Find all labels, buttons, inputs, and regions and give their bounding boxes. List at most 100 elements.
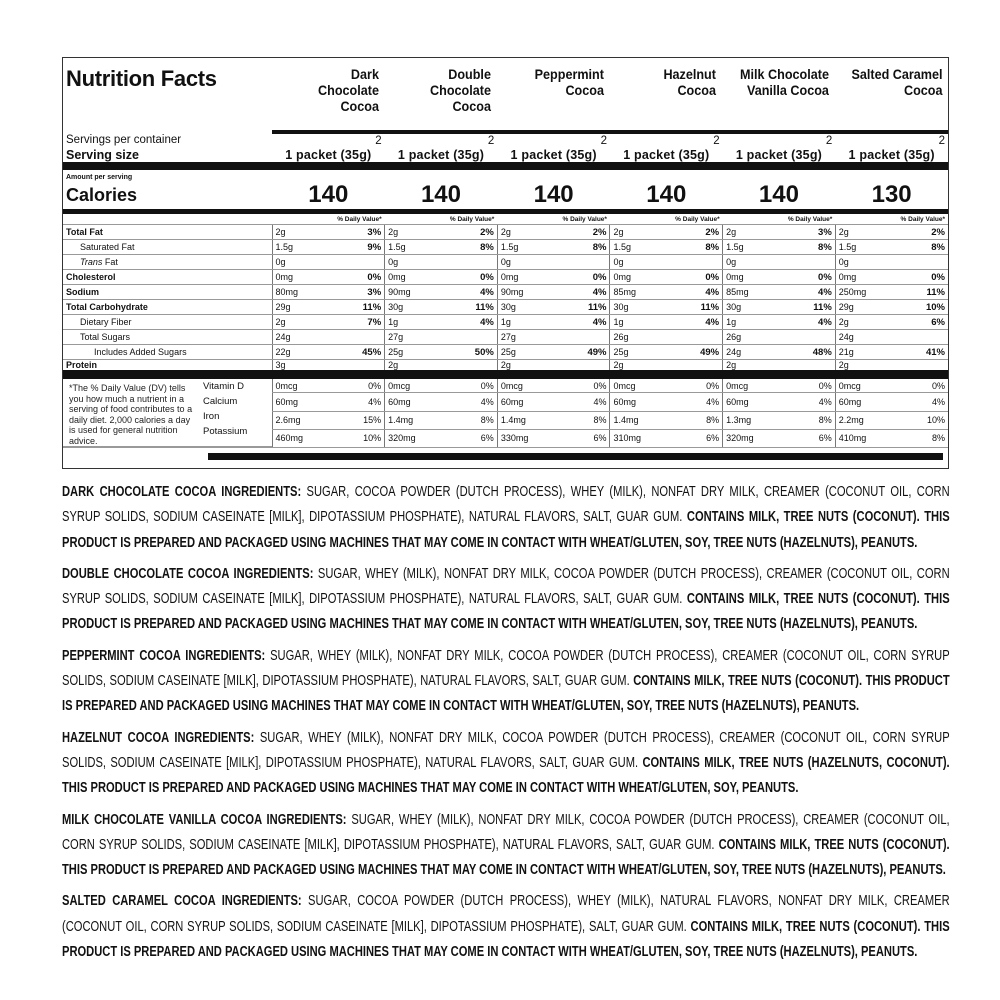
daily-value-percent: 11% xyxy=(328,299,385,315)
nutrient-label: Sodium xyxy=(63,284,272,300)
amount-value: 29g xyxy=(271,299,329,315)
amount-value: 25g xyxy=(496,344,554,360)
daily-value-percent: 3% xyxy=(328,284,385,300)
ingredients-heading: Dark Chocolate Cocoa Ingredients: xyxy=(62,484,302,500)
daily-value-percent: 11% xyxy=(440,299,498,315)
daily-value-header: % Daily Value* xyxy=(722,211,836,225)
vitamin-percent: 4% xyxy=(891,392,948,412)
vitamin-amount: 1.3mg xyxy=(722,411,779,430)
ingredients-paragraph: Hazelnut Cocoa Ingredients: Sugar, Whey … xyxy=(62,726,950,802)
vitamin-percent: 4% xyxy=(440,392,498,412)
amount-value: 25g xyxy=(384,344,441,360)
daily-value-percent xyxy=(891,254,948,270)
ingredients-paragraph: Salted Caramel Cocoa Ingredients: Sugar,… xyxy=(62,889,950,965)
amount-value: 85mg xyxy=(722,284,779,300)
nutrient-row: Saturated Fat 1.5g 9% 1.5g 8% 1.5g 8% 1.5g 8% 1.5… xyxy=(63,239,948,255)
daily-value-percent xyxy=(666,329,723,345)
servings-value: 2 xyxy=(375,135,382,147)
daily-value-percent: 4% xyxy=(778,284,836,300)
amount-value: 250mg xyxy=(834,284,892,300)
vitamin-amount: 1.4mg xyxy=(496,411,554,430)
amount-value: 30g xyxy=(722,299,779,315)
ingredients-list: Sugar, Whey (Milk), Nonfat Dry Milk, Coc… xyxy=(62,729,950,771)
vitamin-label: Calcium xyxy=(203,396,238,407)
daily-value-percent: 11% xyxy=(778,299,836,315)
vitamin-percent: 8% xyxy=(440,411,498,430)
vitamin-percent: 0% xyxy=(666,374,723,394)
vitamin-percent: 0% xyxy=(440,374,498,394)
servings-value: 2 xyxy=(825,135,833,147)
daily-value-percent: 45% xyxy=(328,344,385,360)
daily-value-percent xyxy=(778,359,836,379)
nutrient-row: Protein 3g 2g 2g 2g 2g 2g xyxy=(63,359,948,379)
vitamin-amount: 60mg xyxy=(496,392,554,412)
daily-value-percent: 0% xyxy=(891,269,948,285)
daily-value-percent xyxy=(440,359,498,379)
calories-value: 140 xyxy=(272,181,385,214)
daily-value-percent: 4% xyxy=(778,314,836,330)
vitamin-percent: 0% xyxy=(553,374,610,394)
vitamin-percent: 6% xyxy=(440,429,498,449)
daily-value-percent: 8% xyxy=(666,239,723,255)
daily-value-percent xyxy=(328,254,385,270)
vitamin-amount: 1.4mg xyxy=(384,411,441,430)
vitamin-label: Vitamin D xyxy=(203,381,245,392)
daily-value-header: % Daily Value* xyxy=(272,211,385,225)
nutrient-row: Total Fat 2g 3% 2g 2% 2g 2% 2g 2% 2g 3% 2g 2% xyxy=(63,224,948,240)
daily-value-percent: 3% xyxy=(778,224,836,240)
daily-value-percent: 41% xyxy=(891,344,948,360)
amount-value: 1.5g xyxy=(496,239,554,255)
daily-value-percent: 8% xyxy=(891,239,948,255)
daily-value-percent xyxy=(891,329,948,345)
amount-value: 0g xyxy=(609,254,667,270)
vitamin-amount: 0mcg xyxy=(384,374,441,394)
nutrient-label-italic: Trans xyxy=(80,257,103,267)
allergen-statement: Contains Milk, Tree Nuts (Hazelnuts, Coc… xyxy=(62,754,950,797)
daily-value-percent: 0% xyxy=(328,269,385,285)
product-column-header: Dark Chocolate Cocoa xyxy=(271,58,385,134)
amount-value: 26g xyxy=(722,329,779,345)
amount-value: 25g xyxy=(609,344,667,360)
vitamin-amount: 60mg xyxy=(271,392,329,412)
amount-value: 0g xyxy=(834,254,892,270)
daily-value-percent: 0% xyxy=(666,269,723,285)
amount-per-serving-label: Amount per serving xyxy=(66,174,133,181)
product-name: Milk Chocolate Vanilla Cocoa xyxy=(740,66,830,98)
nutrition-facts-panel: Nutrition Facts Dark Chocolate Cocoa Doubl… xyxy=(62,57,949,469)
allergen-statement: Contains Milk, Tree Nuts (Coconut). This… xyxy=(62,509,950,551)
nutrient-label: Trans Fat xyxy=(63,254,272,270)
amount-value: 0mg xyxy=(834,269,892,285)
vitamin-row: *The % Daily Value (DV) tells you how mu… xyxy=(63,374,948,448)
amount-value: 1.5g xyxy=(834,239,892,255)
vitamin-percent: 8% xyxy=(553,411,610,430)
vitamin-percent: 6% xyxy=(778,429,836,449)
servings-value: 2 xyxy=(713,135,720,147)
vitamin-row: 460mg 10% 320mg 6% 330mg 6% 310mg 6% 320mg 6% 410m… xyxy=(63,429,948,449)
amount-value: 24g xyxy=(834,329,892,345)
amount-value: 27g xyxy=(384,329,441,345)
ingredients-heading: Double Chocolate Cocoa Ingredients: xyxy=(62,565,314,582)
nutrient-label: Total Sugars xyxy=(63,329,272,345)
daily-value-percent: 8% xyxy=(553,239,610,255)
vitamin-percent: 6% xyxy=(666,429,723,449)
amount-value: 1.5g xyxy=(609,239,667,255)
vitamin-label: Potassium xyxy=(203,426,248,437)
nutrient-row: Trans Fat 0g 0g 0g 0g 0g 0g xyxy=(63,254,948,270)
vitamin-amount: 60mg xyxy=(722,392,779,412)
daily-value-percent: 2% xyxy=(440,224,498,240)
product-name: Double Chocolate Cocoa xyxy=(430,66,492,114)
amount-value: 0g xyxy=(722,254,779,270)
serving-size-value: 1 packet (35g) xyxy=(272,148,385,170)
ingredients-paragraph: Peppermint Cocoa Ingredients: Sugar, Whe… xyxy=(62,644,950,720)
vitamin-amount: 320mg xyxy=(384,429,441,449)
allergen-statement: Contains Milk, Tree Nuts (Coconut). This… xyxy=(62,836,950,879)
amount-value: 85mg xyxy=(609,284,667,300)
ingredients-list: Sugar, Whey (Milk), Nonfat Dry Milk, Coc… xyxy=(62,647,950,690)
calories-value: 130 xyxy=(835,181,948,214)
ingredients-paragraph: Milk Chocolate Vanilla Cocoa Ingredients… xyxy=(62,808,950,884)
vitamin-percent: 0% xyxy=(328,374,385,394)
daily-value-percent: 49% xyxy=(666,344,723,360)
daily-value-percent: 2% xyxy=(553,224,610,240)
daily-value-percent: 11% xyxy=(553,299,610,315)
daily-value-percent: 9% xyxy=(328,239,385,255)
